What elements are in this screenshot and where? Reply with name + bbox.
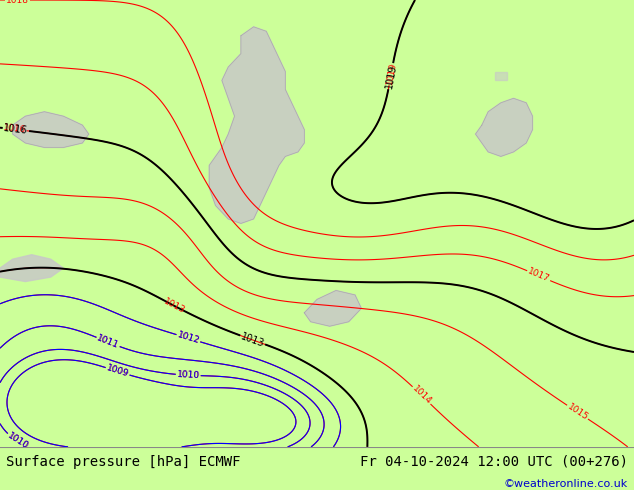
- Polygon shape: [495, 72, 507, 80]
- Text: 1013: 1013: [162, 297, 187, 316]
- Text: 1019: 1019: [385, 61, 398, 85]
- Polygon shape: [13, 112, 89, 147]
- Polygon shape: [304, 291, 361, 326]
- Text: 1012: 1012: [176, 331, 200, 346]
- Text: ©weatheronline.co.uk: ©weatheronline.co.uk: [503, 479, 628, 489]
- Polygon shape: [476, 98, 533, 156]
- Text: 1015: 1015: [566, 402, 590, 422]
- Text: 1010: 1010: [6, 431, 30, 451]
- Text: 1010: 1010: [176, 370, 200, 380]
- Text: 1011: 1011: [96, 334, 120, 350]
- Text: Fr 04-10-2024 12:00 UTC (00+276): Fr 04-10-2024 12:00 UTC (00+276): [359, 455, 628, 469]
- Text: Surface pressure [hPa] ECMWF: Surface pressure [hPa] ECMWF: [6, 455, 241, 469]
- Polygon shape: [209, 27, 304, 223]
- Text: 1011: 1011: [96, 334, 120, 350]
- Text: 1014: 1014: [410, 384, 433, 407]
- Text: 1009: 1009: [105, 364, 130, 379]
- Polygon shape: [0, 255, 63, 282]
- Text: 1019: 1019: [384, 63, 398, 89]
- Text: 1016: 1016: [3, 123, 26, 135]
- Text: 1012: 1012: [176, 331, 200, 346]
- Text: 1013: 1013: [240, 331, 266, 349]
- Text: 1010: 1010: [6, 431, 30, 451]
- Text: 1016: 1016: [3, 123, 29, 136]
- Text: 1009: 1009: [105, 364, 130, 379]
- Text: 1010: 1010: [176, 370, 200, 380]
- Text: 1018: 1018: [6, 0, 29, 4]
- Text: 1017: 1017: [526, 267, 551, 284]
